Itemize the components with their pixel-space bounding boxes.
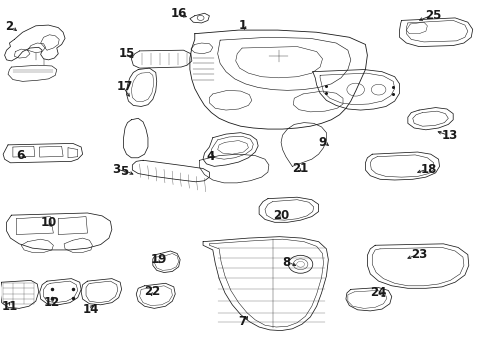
Text: 8: 8 [282,256,290,269]
Text: 25: 25 [424,9,440,22]
Text: 1: 1 [238,19,246,32]
Text: 10: 10 [41,216,57,229]
Text: 18: 18 [420,163,436,176]
Text: 4: 4 [206,150,214,163]
Text: 21: 21 [292,162,308,175]
Text: 17: 17 [117,80,133,93]
Text: 7: 7 [238,315,246,328]
Text: 11: 11 [1,300,18,313]
Text: 22: 22 [144,285,161,298]
Text: 9: 9 [318,136,326,149]
Text: 5: 5 [120,165,128,177]
Text: 20: 20 [272,210,288,222]
Text: 6: 6 [16,149,24,162]
Text: 15: 15 [119,47,135,60]
Text: 14: 14 [82,303,99,316]
Text: 12: 12 [43,296,60,309]
Text: 2: 2 [5,20,14,33]
Text: 13: 13 [441,129,457,142]
Text: 24: 24 [369,287,386,300]
Text: 19: 19 [151,253,167,266]
Text: 16: 16 [170,7,186,20]
Text: 3: 3 [112,163,120,176]
Text: 23: 23 [410,248,427,261]
